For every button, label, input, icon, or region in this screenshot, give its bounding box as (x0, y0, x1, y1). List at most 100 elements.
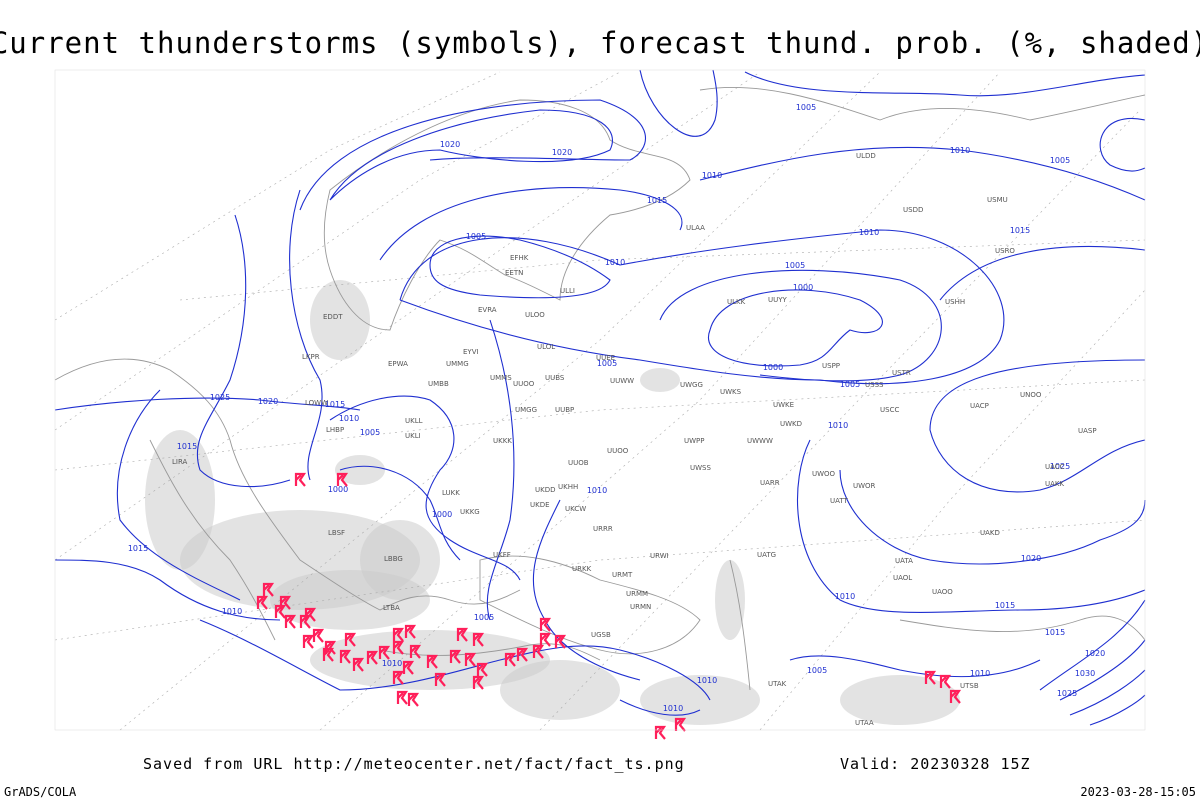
isobar-label: 1005 (807, 666, 827, 675)
storm-symbol (674, 717, 687, 732)
storm-symbol (434, 672, 447, 687)
storm-symbol (392, 627, 405, 642)
station-label: UWOO (812, 470, 836, 478)
isobar-label: 1010 (663, 704, 683, 713)
station-label: ULAA (686, 224, 705, 232)
storm-symbol (449, 649, 462, 664)
shade-area (715, 560, 745, 640)
station-label: UWPP (684, 437, 705, 445)
station-label: UAKK (1045, 480, 1065, 488)
station-labels: EFHK EETN EVRA ULOO ULLI ULAA UUEE UUWW UMMG UMMS… (172, 152, 1097, 727)
isobar-label: 1000 (793, 283, 813, 292)
storm-symbol (472, 675, 485, 690)
timestamp: 2023-03-28-15:05 (1080, 785, 1196, 799)
station-label: USHH (945, 298, 965, 306)
station-label: UKCW (565, 505, 586, 513)
station-label: UACC (1045, 463, 1065, 471)
station-label: USSS (865, 381, 884, 389)
station-label: LIRA (172, 458, 188, 466)
isobar-label: 1015 (325, 400, 345, 409)
storm-symbol (396, 690, 409, 705)
isobar-label: 1005 (785, 261, 805, 270)
station-label: LBSF (328, 529, 345, 537)
station-label: EFHK (510, 254, 529, 262)
isobar-label: 1000 (763, 363, 783, 372)
station-label: UTSB (960, 682, 979, 690)
coastlines (54, 86, 1146, 691)
valid-time: Valid: 20230328 15Z (840, 755, 1031, 773)
station-label: UMBB (428, 380, 449, 388)
station-label: UKKG (460, 508, 480, 516)
station-label: LHBP (326, 426, 344, 434)
isobar-label: 1020 (1085, 649, 1105, 658)
isobar-label: 1015 (995, 601, 1015, 610)
station-label: UUBP (555, 406, 574, 414)
isobar-label: 1015 (1010, 226, 1030, 235)
isobar-label: 1025 (1050, 462, 1070, 471)
storm-symbol (352, 657, 365, 672)
isobar-label: 1015 (177, 442, 197, 451)
shade-area (270, 570, 430, 630)
map-title: Current thunderstorms (symbols), forecas… (0, 26, 1200, 60)
isobars (54, 69, 1146, 726)
storm-symbol (516, 647, 529, 662)
shade-area (640, 368, 680, 392)
storm-symbol (554, 634, 567, 649)
station-label: UASP (1078, 427, 1097, 435)
station-label: UWKS (720, 388, 742, 396)
storm-symbol (256, 595, 269, 610)
isobar-label: 1010 (222, 607, 242, 616)
station-label: UWWW (747, 437, 773, 445)
isobar-label: 1010 (702, 171, 722, 180)
station-label: URMM (626, 590, 648, 598)
station-label: EDDT (323, 313, 343, 321)
station-label: UUWW (610, 377, 634, 385)
isobar-label: 1025 (210, 393, 230, 402)
storm-symbol (404, 624, 417, 639)
isobar-label: 1010 (859, 228, 879, 237)
storm-symbol (392, 670, 405, 685)
storm-symbol (336, 472, 349, 487)
isobar-label: 1010 (587, 486, 607, 495)
station-label: ULOL (537, 343, 555, 351)
station-label: UKKK (493, 437, 512, 445)
storm-symbol (924, 670, 937, 685)
storm-symbol (472, 632, 485, 647)
storm-symbol (456, 627, 469, 642)
storm-symbol (299, 614, 312, 629)
station-label: UUOO (513, 380, 535, 388)
graticule (54, 71, 1146, 731)
isobar-label: 1020 (552, 148, 572, 157)
isobar-label: 1010 (382, 659, 402, 668)
station-label: URKK (572, 565, 592, 573)
station-label: URMT (612, 571, 633, 579)
station-label: URRR (593, 525, 613, 533)
isobar-label: 1015 (647, 196, 667, 205)
credit: GrADS/COLA (4, 785, 77, 799)
storm-symbol (476, 662, 489, 677)
isobar-label: 1005 (474, 613, 494, 622)
isobar-label: 1010 (950, 146, 970, 155)
isobar-label: 1005 (360, 428, 380, 437)
station-label: UWGG (680, 381, 703, 389)
storm-symbol (294, 472, 307, 487)
station-label: UUOO (607, 447, 629, 455)
station-label: UTAK (768, 680, 787, 688)
station-label: UATA (895, 557, 913, 565)
station-label: UWOR (853, 482, 876, 490)
storm-symbol (279, 595, 292, 610)
storm-symbol (407, 692, 420, 707)
isobar-label: 1005 (840, 380, 860, 389)
station-label: UKLL (405, 417, 423, 425)
shade-area (640, 675, 760, 725)
station-label: UAKD (980, 529, 1000, 537)
storm-symbol (344, 632, 357, 647)
station-label: USTR (892, 369, 911, 377)
station-label: UAOL (893, 574, 912, 582)
storm-symbol (654, 725, 667, 740)
storm-symbol (392, 640, 405, 655)
station-label: ULLI (560, 287, 575, 295)
station-label: URWI (650, 552, 669, 560)
station-label: UUYY (768, 296, 788, 304)
station-label: ULKK (727, 298, 746, 306)
